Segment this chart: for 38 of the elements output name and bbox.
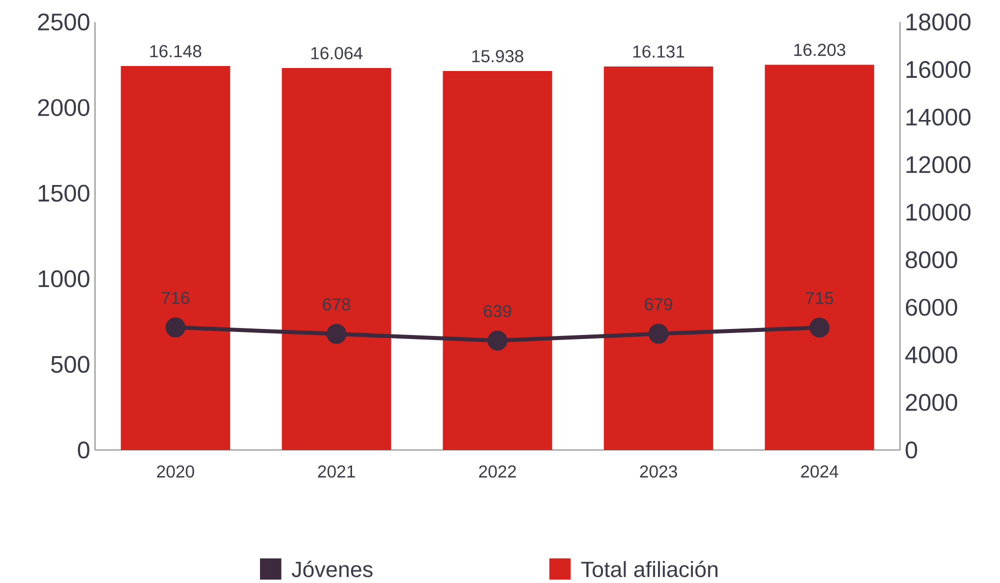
- y2-tick-label: 14000: [906, 108, 971, 126]
- y-tick-label: 500: [51, 356, 90, 373]
- x-tick-label: 2023: [640, 465, 678, 478]
- y2-tick-label: 2000: [906, 394, 958, 411]
- legend-label: Total afiliación: [581, 560, 718, 578]
- legend-label: Jóvenes: [292, 560, 373, 578]
- point: [648, 324, 668, 344]
- y-tick-label: 1000: [38, 270, 90, 288]
- x-tick-label: 2020: [157, 465, 194, 478]
- data-label: 678: [322, 298, 350, 311]
- data-label: 16.148: [150, 45, 202, 58]
- data-label: 639: [484, 304, 512, 318]
- point: [326, 324, 346, 344]
- data-label: 16.203: [794, 44, 846, 56]
- x-tick-label: 2022: [479, 465, 516, 478]
- y2-tick-label: 12000: [906, 156, 971, 174]
- data-label: 715: [806, 292, 834, 304]
- y-tick-label: 0: [78, 441, 90, 458]
- y2-tick-label: 10000: [906, 204, 971, 221]
- y-tick-label: 1500: [38, 184, 90, 202]
- data-label: 16.064: [311, 47, 362, 60]
- y2-tick-label: 18000: [906, 13, 971, 30]
- data-label: 716: [162, 292, 190, 304]
- x-tick-label: 2021: [318, 465, 355, 478]
- y2-tick-label: 8000: [906, 251, 958, 268]
- data-label: 679: [644, 298, 672, 310]
- point: [488, 330, 508, 351]
- data-label: 15.938: [472, 50, 524, 62]
- data-label: 16.131: [633, 45, 684, 58]
- point: [809, 318, 830, 338]
- x-tick-label: 2024: [801, 465, 838, 478]
- y-tick-label: 2500: [38, 13, 90, 30]
- y2-tick-label: 0: [906, 441, 918, 458]
- point: [166, 317, 186, 338]
- y2-tick-label: 6000: [906, 298, 958, 316]
- y-tick-label: 2000: [38, 99, 90, 116]
- y2-tick-label: 16000: [906, 61, 971, 78]
- y2-tick-label: 4000: [905, 346, 958, 364]
